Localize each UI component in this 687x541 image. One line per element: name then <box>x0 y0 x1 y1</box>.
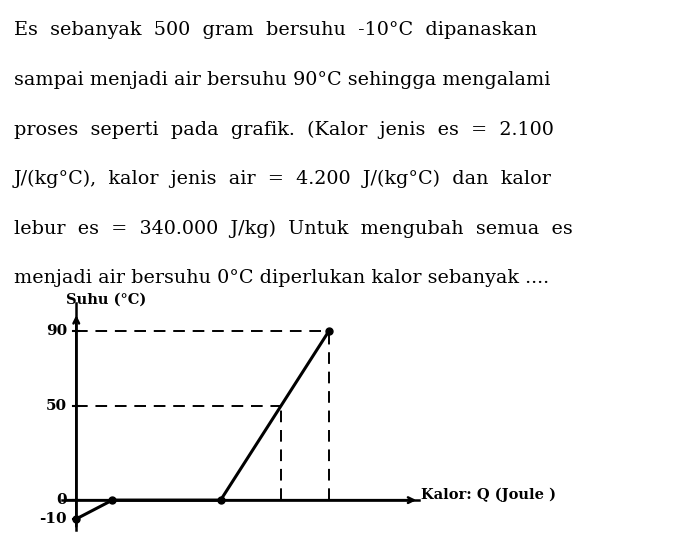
Text: lebur  es  =  340.000  J/kg)  Untuk  mengubah  semua  es: lebur es = 340.000 J/kg) Untuk mengubah … <box>14 220 572 237</box>
Text: J/(kg°C),  kalor  jenis  air  =  4.200  J/(kg°C)  dan  kalor: J/(kg°C), kalor jenis air = 4.200 J/(kg°… <box>14 170 552 188</box>
Text: Suhu (°C): Suhu (°C) <box>66 293 146 307</box>
Text: sampai menjadi air bersuhu 90°C sehingga mengalami: sampai menjadi air bersuhu 90°C sehingga… <box>14 71 550 89</box>
Text: 90: 90 <box>46 324 67 338</box>
Text: -10: -10 <box>40 512 67 526</box>
Text: 50: 50 <box>46 399 67 413</box>
Text: Kalor: Q (Joule ): Kalor: Q (Joule ) <box>421 487 556 502</box>
Text: 0: 0 <box>56 493 67 507</box>
Text: Es  sebanyak  500  gram  bersuhu  -10°C  dipanaskan: Es sebanyak 500 gram bersuhu -10°C dipan… <box>14 21 537 39</box>
Text: proses  seperti  pada  grafik.  (Kalor  jenis  es  =  2.100: proses seperti pada grafik. (Kalor jenis… <box>14 120 554 138</box>
Text: menjadi air bersuhu 0°C diperlukan kalor sebanyak ....: menjadi air bersuhu 0°C diperlukan kalor… <box>14 269 549 287</box>
